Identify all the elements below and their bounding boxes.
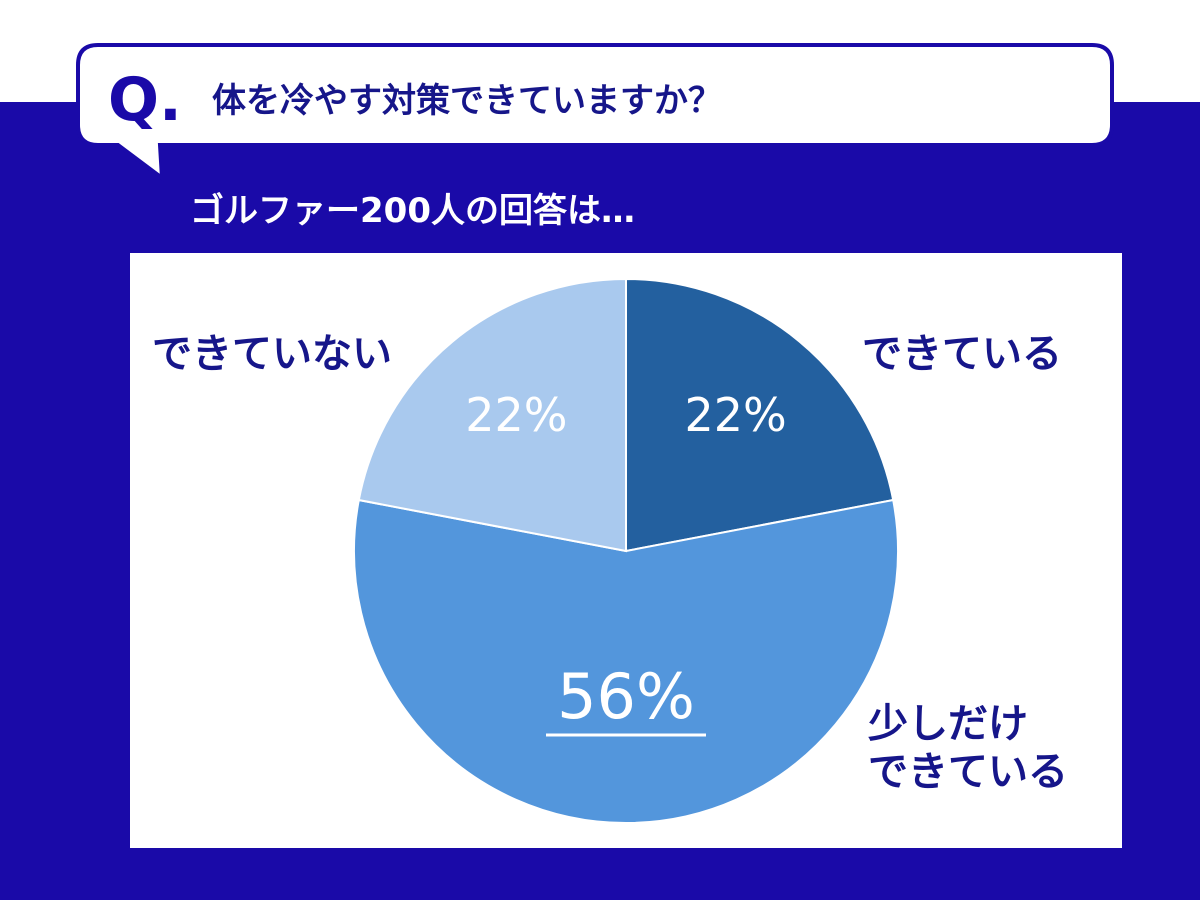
pie-slice: [357, 277, 627, 553]
pie-slice: [353, 498, 899, 825]
value-label: 22%: [465, 388, 567, 442]
speech-bubble: [76, 43, 1114, 183]
value-label: 22%: [685, 388, 787, 442]
category-label: できている: [862, 331, 1062, 377]
question: 体を冷やす対策できていますか？: [212, 81, 722, 121]
q-mark: Q.: [108, 65, 182, 135]
category-label: 少しだけ できている: [868, 701, 1068, 795]
value-label: 56%: [557, 660, 695, 733]
subtitle: ゴルファー200人の回答は…: [190, 191, 635, 231]
category-label: できていない: [152, 331, 392, 377]
pie-slice: [625, 277, 895, 553]
